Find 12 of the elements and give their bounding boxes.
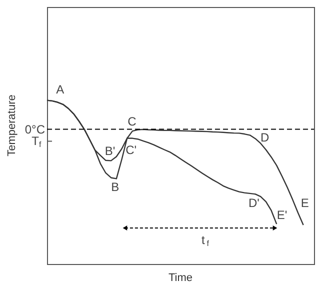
annotation: D [260, 130, 270, 144]
text: A [56, 82, 64, 96]
ref-line-label: 0°C [24, 122, 46, 136]
annotation: D' [248, 196, 260, 210]
annotation: E [300, 196, 309, 210]
annotation: E' [276, 208, 288, 222]
annotation: B [111, 180, 120, 194]
annotation: B' [104, 144, 116, 158]
annotation: C' [126, 143, 137, 158]
y-axis-title: Temperature [6, 94, 18, 156]
annotation: C [128, 114, 137, 128]
x-axis-title: Time [168, 272, 193, 284]
